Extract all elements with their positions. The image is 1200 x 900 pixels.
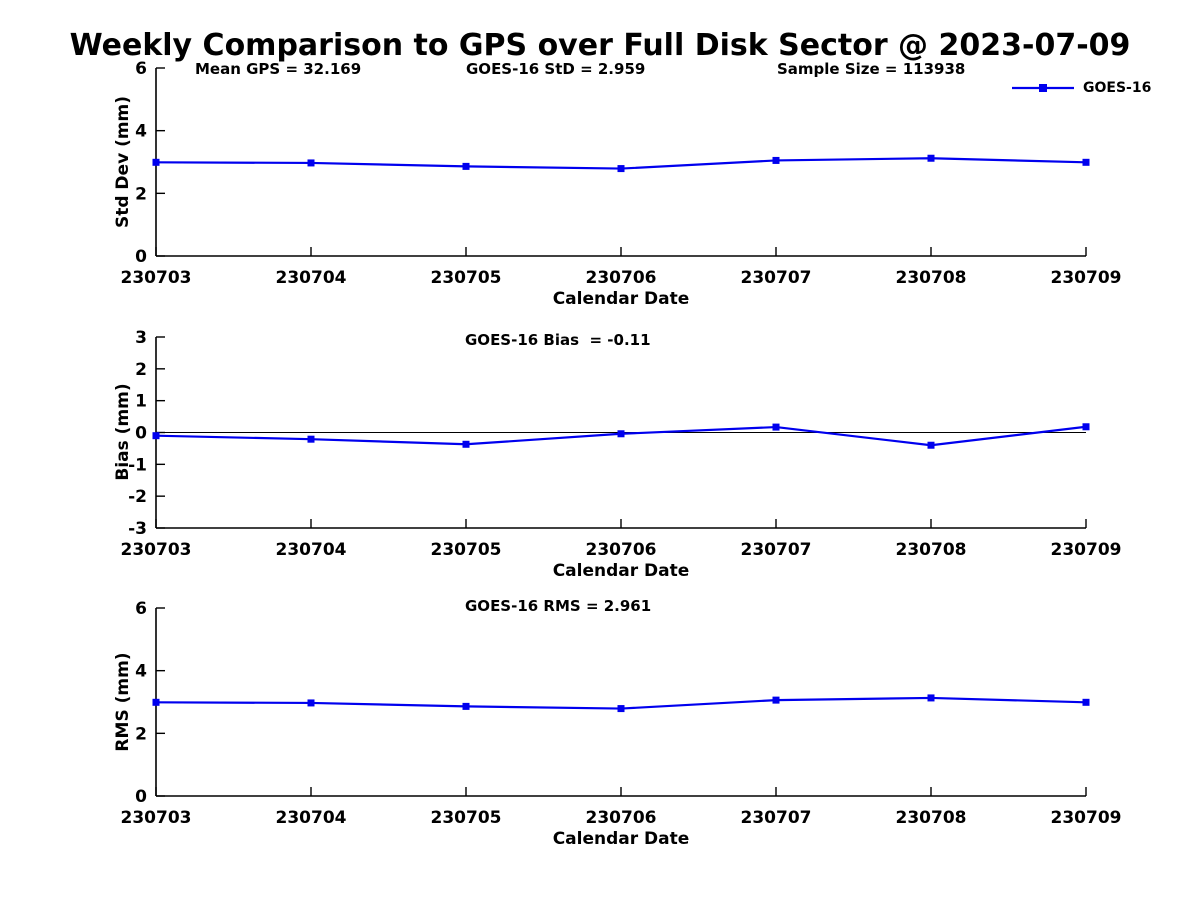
annotation-goes16-bias: GOES-16 Bias = -0.11 bbox=[465, 331, 651, 349]
subplot-1-axes: 0 2 4 6 230703 230704 230705 230706 230707 230708… bbox=[121, 59, 1122, 288]
x-tick-label: 230708 bbox=[896, 808, 967, 828]
y-tick-label: -1 bbox=[128, 455, 147, 475]
data-point-marker bbox=[1082, 423, 1090, 431]
x-tick-label: 230709 bbox=[1051, 268, 1122, 288]
data-point-marker bbox=[1082, 158, 1090, 166]
subplot-3-xlabel: Calendar Date bbox=[553, 829, 690, 849]
data-point-marker bbox=[927, 694, 935, 702]
subplot-2-ylabel: Bias (mm) bbox=[113, 383, 133, 480]
subplot-1-xlabel: Calendar Date bbox=[553, 289, 690, 309]
annotation-sample-size: Sample Size = 113938 bbox=[777, 60, 966, 78]
y-tick-label: 6 bbox=[135, 59, 147, 79]
x-tick-label: 230705 bbox=[431, 268, 502, 288]
x-tick-label: 230704 bbox=[276, 268, 347, 288]
data-point-marker bbox=[462, 702, 470, 710]
y-tick-label: 4 bbox=[135, 662, 147, 682]
subplot-1-series bbox=[152, 154, 1090, 173]
x-tick-label: 230704 bbox=[276, 808, 347, 828]
y-tick-label: -2 bbox=[128, 487, 147, 507]
data-point-marker bbox=[462, 440, 470, 448]
x-tick-label: 230707 bbox=[741, 540, 812, 560]
data-point-marker bbox=[152, 158, 160, 166]
data-point-marker bbox=[617, 430, 625, 438]
x-tick-label: 230709 bbox=[1051, 540, 1122, 560]
legend-marker-icon bbox=[1039, 84, 1047, 92]
legend-key bbox=[1012, 84, 1074, 92]
x-tick-label: 230703 bbox=[121, 808, 192, 828]
data-point-marker bbox=[617, 705, 625, 713]
x-tick-label: 230706 bbox=[586, 268, 657, 288]
data-point-marker bbox=[772, 423, 780, 431]
data-point-marker bbox=[772, 696, 780, 704]
data-point-marker bbox=[462, 162, 470, 170]
y-tick-label: 0 bbox=[135, 247, 147, 267]
data-point-marker bbox=[307, 699, 315, 707]
y-tick-label: 2 bbox=[135, 360, 147, 380]
annotation-mean-gps: Mean GPS = 32.169 bbox=[195, 60, 362, 78]
subplot-2-axes: -3 -2 -1 0 1 2 3 230703 230704 230705 230706 230707… bbox=[121, 328, 1122, 560]
data-point-marker bbox=[1082, 698, 1090, 706]
y-tick-label: 1 bbox=[135, 392, 147, 412]
x-tick-label: 230704 bbox=[276, 540, 347, 560]
x-tick-label: 230709 bbox=[1051, 808, 1122, 828]
data-point-marker bbox=[307, 159, 315, 167]
x-tick-label: 230707 bbox=[741, 268, 812, 288]
legend: GOES-16 bbox=[1010, 78, 1151, 98]
figure-title: Weekly Comparison to GPS over Full Disk … bbox=[69, 28, 1131, 63]
data-point-marker bbox=[152, 698, 160, 706]
annotation-goes16-std: GOES-16 StD = 2.959 bbox=[466, 60, 646, 78]
y-tick-label: 6 bbox=[135, 599, 147, 619]
subplot-1: 0 2 4 6 230703 230704 230705 230706 230707 230708… bbox=[113, 59, 1121, 309]
annotation-goes16-rms: GOES-16 RMS = 2.961 bbox=[465, 597, 652, 615]
x-tick-label: 230705 bbox=[431, 540, 502, 560]
y-tick-label: 0 bbox=[135, 424, 147, 444]
subplot-3-series bbox=[152, 694, 1090, 713]
data-point-marker bbox=[927, 441, 935, 449]
subplot-3-axes: 0 2 4 6 230703 230704 230705 230706 230707 230708… bbox=[121, 599, 1122, 828]
subplot-2-series bbox=[152, 423, 1090, 449]
x-tick-label: 230707 bbox=[741, 808, 812, 828]
y-tick-label: 4 bbox=[135, 122, 147, 142]
y-tick-label: 2 bbox=[135, 724, 147, 744]
subplot-1-ylabel: Std Dev (mm) bbox=[113, 96, 133, 228]
legend-label: GOES-16 bbox=[1083, 80, 1152, 96]
x-tick-label: 230703 bbox=[121, 540, 192, 560]
subplot-3-ylabel: RMS (mm) bbox=[113, 652, 133, 751]
subplot-3: 0 2 4 6 230703 230704 230705 230706 230707 230708… bbox=[113, 599, 1121, 849]
data-point-marker bbox=[927, 154, 935, 162]
x-tick-label: 230706 bbox=[586, 808, 657, 828]
x-tick-label: 230708 bbox=[896, 268, 967, 288]
x-tick-label: 230703 bbox=[121, 268, 192, 288]
data-point-marker bbox=[152, 432, 160, 440]
y-tick-label: -3 bbox=[128, 519, 147, 539]
y-tick-label: 0 bbox=[135, 787, 147, 807]
data-point-marker bbox=[307, 435, 315, 443]
y-tick-label: 3 bbox=[135, 328, 147, 348]
subplot-2-xlabel: Calendar Date bbox=[553, 561, 690, 581]
x-tick-label: 230708 bbox=[896, 540, 967, 560]
x-tick-label: 230706 bbox=[586, 540, 657, 560]
data-point-marker bbox=[772, 156, 780, 164]
data-point-marker bbox=[617, 165, 625, 173]
subplot-2: -3 -2 -1 0 1 2 3 230703 230704 230705 230706 230707… bbox=[113, 328, 1121, 581]
x-tick-label: 230705 bbox=[431, 808, 502, 828]
y-tick-label: 2 bbox=[135, 184, 147, 204]
